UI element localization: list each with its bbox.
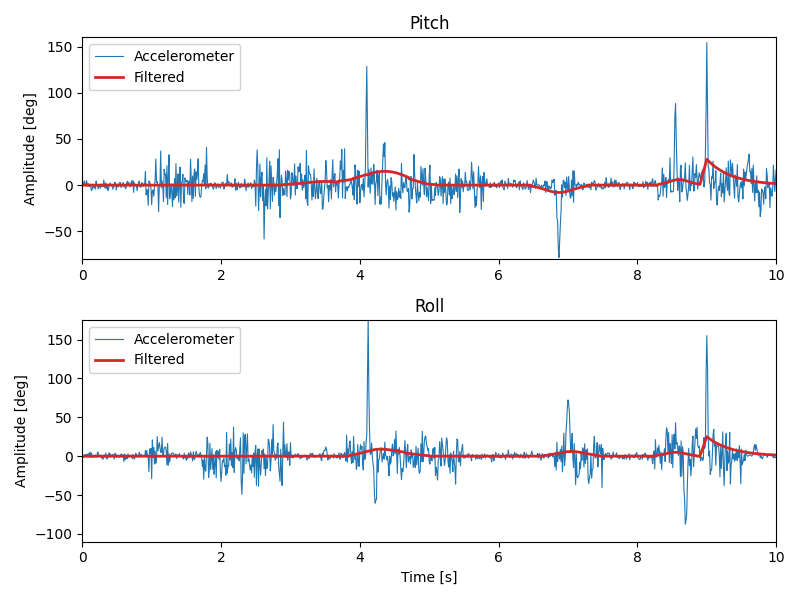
Filtered xyxy=(618,452,628,460)
Accelerometer xyxy=(691,161,701,168)
Y-axis label: Amplitude [deg]: Amplitude [deg] xyxy=(15,374,29,487)
Filtered xyxy=(738,448,748,455)
Line: Accelerometer: Accelerometer xyxy=(82,319,776,524)
Accelerometer xyxy=(645,453,654,460)
Legend: Accelerometer, Filtered: Accelerometer, Filtered xyxy=(90,327,240,373)
Filtered xyxy=(78,452,87,460)
Filtered xyxy=(120,182,130,189)
Title: Roll: Roll xyxy=(414,298,444,316)
Filtered xyxy=(554,189,564,196)
Filtered xyxy=(120,452,130,460)
Filtered xyxy=(644,452,654,460)
Accelerometer xyxy=(702,39,711,46)
Y-axis label: Amplitude [deg]: Amplitude [deg] xyxy=(24,92,38,205)
Line: Accelerometer: Accelerometer xyxy=(82,43,776,257)
Filtered xyxy=(702,433,711,440)
Filtered xyxy=(218,452,228,460)
Legend: Accelerometer, Filtered: Accelerometer, Filtered xyxy=(90,44,240,91)
Line: Filtered: Filtered xyxy=(82,437,776,456)
Filtered xyxy=(78,182,87,189)
Filtered xyxy=(771,451,781,458)
Accelerometer xyxy=(78,180,87,187)
Filtered xyxy=(702,155,711,163)
Filtered xyxy=(691,180,701,187)
Accelerometer xyxy=(78,451,87,458)
Accelerometer xyxy=(218,179,228,186)
Filtered xyxy=(771,180,781,187)
Filtered xyxy=(618,182,628,189)
Accelerometer xyxy=(681,520,690,527)
Accelerometer xyxy=(120,451,130,458)
Filtered xyxy=(218,182,228,189)
Accelerometer xyxy=(738,166,748,173)
Filtered xyxy=(691,452,701,459)
Title: Pitch: Pitch xyxy=(409,15,450,33)
Accelerometer xyxy=(618,453,628,460)
Accelerometer xyxy=(218,458,228,466)
Accelerometer xyxy=(618,181,628,188)
Accelerometer xyxy=(120,182,130,189)
Accelerometer xyxy=(645,179,654,186)
Accelerometer xyxy=(771,166,781,173)
Accelerometer xyxy=(738,456,748,463)
Accelerometer xyxy=(554,254,564,261)
Filtered xyxy=(738,176,748,183)
Accelerometer xyxy=(771,453,781,460)
Filtered xyxy=(645,182,654,189)
Accelerometer xyxy=(363,315,373,322)
X-axis label: Time [s]: Time [s] xyxy=(401,571,458,585)
Line: Filtered: Filtered xyxy=(82,159,776,193)
Accelerometer xyxy=(692,424,702,431)
